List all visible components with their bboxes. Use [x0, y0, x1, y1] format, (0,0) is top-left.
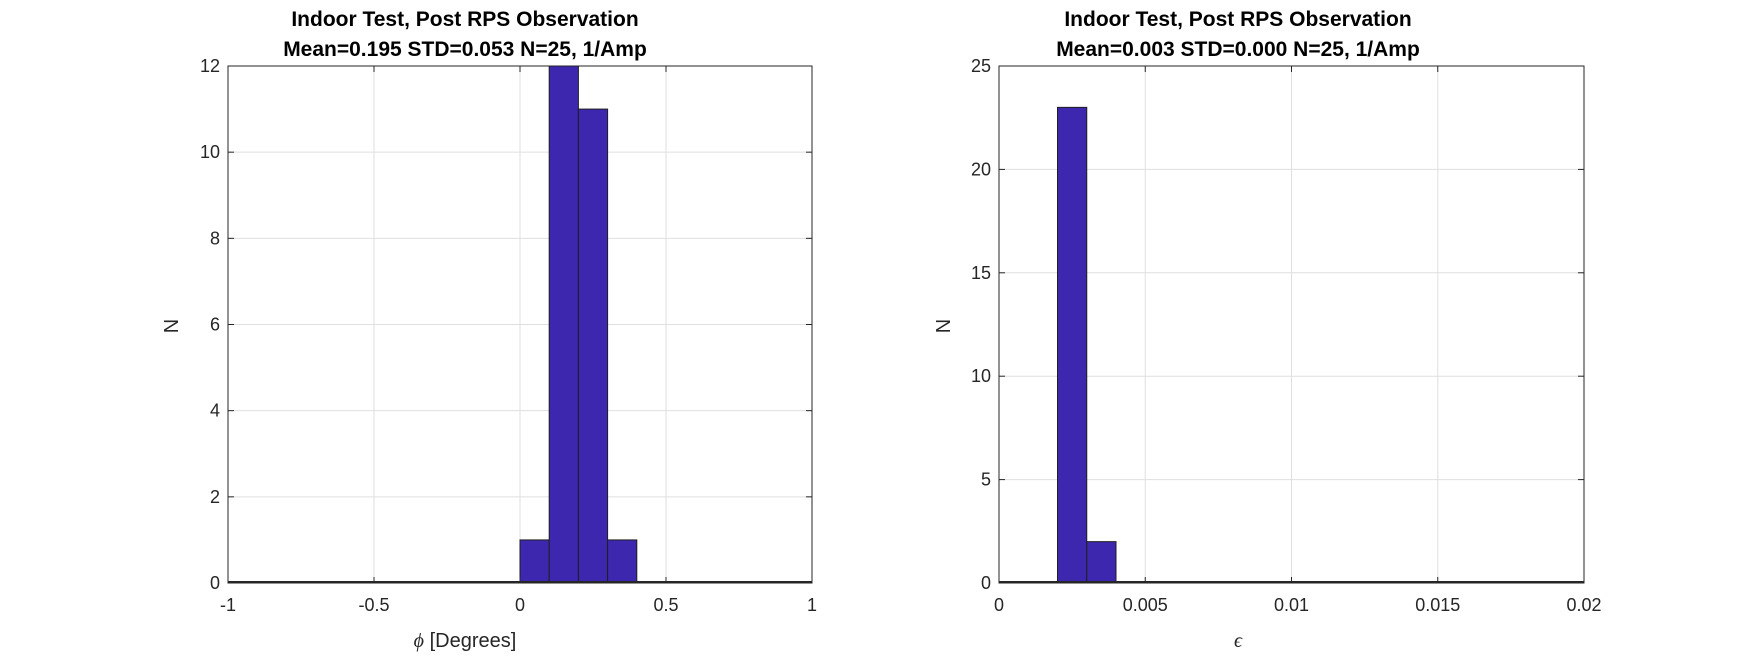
- left-axes-frame: [227, 65, 813, 584]
- left-y-axis-label: N: [161, 319, 183, 333]
- right-x-tick-label: 0.02: [1566, 595, 1601, 615]
- left-x-tick-label: 1: [807, 595, 817, 615]
- left-histogram-bar-1: [548, 65, 579, 584]
- right-histogram-bar-0: [1057, 106, 1088, 584]
- right-y-tick-label: 0: [981, 573, 991, 593]
- right-histogram-panel: Indoor Test, Post RPS Observation Mean=0…: [933, 8, 1602, 652]
- right-y-tick-label: 20: [971, 159, 991, 179]
- right-x-axis-symbol: ϵ: [1234, 630, 1243, 652]
- left-y-tick-label: 0: [210, 573, 220, 593]
- left-x-tick-label: 0.5: [653, 595, 678, 615]
- right-x-tick-label: 0.005: [1123, 595, 1168, 615]
- right-x-axis-label: ϵ: [1234, 630, 1243, 652]
- right-tick-labels: 0 0.005 0.01 0.015 0.02 0 5 10 15 20 25: [971, 56, 1602, 615]
- left-x-tick-label: -1: [220, 595, 236, 615]
- right-y-axis-label: N: [933, 319, 955, 333]
- left-y-tick-label: 6: [210, 315, 220, 335]
- left-y-tick-label: 12: [200, 56, 220, 76]
- right-y-tick-label: 10: [971, 366, 991, 386]
- left-x-tick-label: 0: [515, 595, 525, 615]
- left-gridlines: [227, 65, 813, 584]
- left-x-axis-text: [Degrees]: [430, 630, 517, 652]
- right-y-tick-label: 5: [981, 470, 991, 490]
- left-chart-title-line2: Mean=0.195 STD=0.053 N=25, 1/Amp: [283, 38, 647, 61]
- right-chart-title-line2: Mean=0.003 STD=0.000 N=25, 1/Amp: [1056, 38, 1420, 61]
- left-chart-title-line1: Indoor Test, Post RPS Observation: [291, 8, 638, 31]
- right-x-tick-label: 0.01: [1274, 595, 1309, 615]
- right-y-tick-label: 25: [971, 56, 991, 76]
- right-chart-title-line1: Indoor Test, Post RPS Observation: [1064, 8, 1411, 31]
- left-histogram-bar-3: [607, 539, 638, 584]
- right-bars: [1057, 106, 1117, 584]
- left-histogram-bar-2: [577, 108, 609, 584]
- right-y-tick-label: 15: [971, 263, 991, 283]
- left-x-tick-label: -0.5: [358, 595, 389, 615]
- left-y-tick-label: 2: [210, 487, 220, 507]
- right-x-tick-label: 0.015: [1415, 595, 1460, 615]
- right-x-tick-label: 0: [994, 595, 1004, 615]
- left-y-tick-label: 8: [210, 228, 220, 248]
- left-y-tick-label: 4: [210, 401, 220, 421]
- left-y-tick-label: 10: [200, 142, 220, 162]
- left-x-axis-label: ϕ [Degrees]: [414, 630, 517, 652]
- left-histogram-bar-0: [519, 539, 550, 584]
- right-histogram-bar-1: [1086, 541, 1117, 584]
- left-x-axis-symbol: ϕ: [414, 630, 424, 652]
- right-axes-frame: [998, 65, 1585, 584]
- left-histogram-panel: Indoor Test, Post RPS Observation Mean=0…: [161, 8, 817, 652]
- left-bars: [519, 65, 638, 584]
